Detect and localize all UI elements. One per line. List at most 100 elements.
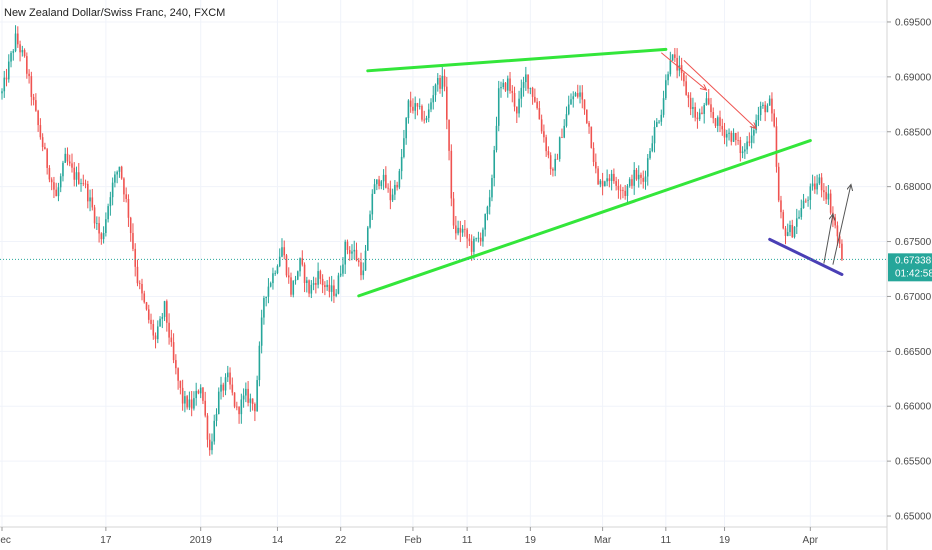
candle-body <box>423 119 426 121</box>
candle-body <box>111 182 114 198</box>
candle-body <box>89 197 91 202</box>
candle-body <box>82 183 85 184</box>
up-arrow-short[interactable] <box>823 214 833 264</box>
price-axis[interactable]: 0.69500 0.69000 0.68500 0.68000 0.67500 0.670… <box>887 17 932 523</box>
candle-body <box>12 51 15 53</box>
candle-body <box>658 121 660 123</box>
candle-body <box>455 225 457 234</box>
candle-body <box>509 78 511 91</box>
candle-body <box>66 153 69 162</box>
candle-body <box>714 118 717 126</box>
candle-body <box>333 285 335 296</box>
candle-body <box>317 271 319 285</box>
candle-body <box>378 179 380 187</box>
candle-body <box>798 216 800 219</box>
candle-body <box>599 180 602 185</box>
candle-body <box>464 228 466 230</box>
candle-body <box>502 82 505 87</box>
candle-body <box>75 172 78 180</box>
candle-body <box>640 174 642 178</box>
candle-body <box>242 395 245 400</box>
candle-body <box>373 184 376 194</box>
candle-body <box>814 183 816 190</box>
candle-body <box>136 266 139 284</box>
candle-body <box>339 273 342 276</box>
candle-body <box>251 398 254 404</box>
candle-body <box>712 112 715 119</box>
candle-body <box>488 197 491 207</box>
chart-title: New Zealand Dollar/Swiss Franc, 240, FXC… <box>4 7 225 19</box>
candle-body <box>811 183 814 187</box>
candle-body <box>116 171 118 175</box>
candle-body <box>554 158 556 171</box>
candle-body <box>644 176 647 182</box>
down-arrow-2[interactable] <box>683 60 756 128</box>
candle-body <box>107 206 109 220</box>
candle-body <box>513 92 516 107</box>
candle-body <box>39 125 42 138</box>
candle-body <box>820 177 823 191</box>
candles <box>1 25 843 456</box>
candle-body <box>197 390 200 394</box>
candle-body <box>818 177 821 184</box>
up-arrow-long[interactable] <box>832 184 851 265</box>
candle-body <box>405 118 407 139</box>
candle-body <box>757 115 760 121</box>
candle-body <box>265 296 267 299</box>
candle-body <box>245 388 247 396</box>
candle-body <box>400 156 403 172</box>
x-tick-label: 14 <box>272 535 284 546</box>
time-axis[interactable]: Dec 17 2019 14 22 Feb 11 19 Mar 11 19 Apr <box>0 527 819 546</box>
candle-body <box>660 114 663 122</box>
candle-body <box>692 107 694 109</box>
candle-body <box>41 137 44 148</box>
down-arrow-1[interactable] <box>660 52 706 90</box>
x-tick-label: 11 <box>462 535 473 546</box>
candle-body <box>653 126 656 144</box>
candle-body <box>96 223 98 224</box>
candle-body <box>403 138 405 157</box>
candle-body <box>398 171 401 188</box>
x-tick-label: 17 <box>100 535 112 546</box>
candle-body <box>570 99 572 105</box>
candle-body <box>493 150 496 179</box>
candle-body <box>168 322 170 338</box>
candle-body <box>633 169 636 186</box>
candle-body <box>351 251 353 254</box>
candle-body <box>195 390 197 399</box>
candle-body <box>592 147 595 162</box>
candle-body <box>683 72 685 82</box>
candle-body <box>771 98 773 114</box>
candle-body <box>762 104 764 106</box>
candle-body <box>446 86 448 120</box>
candle-body <box>583 99 586 110</box>
candle-body <box>791 224 794 238</box>
candle-body <box>14 33 17 52</box>
candle-body <box>360 262 362 276</box>
candle-body <box>328 284 331 292</box>
lower-channel-line[interactable] <box>357 139 812 298</box>
candle-body <box>710 104 712 113</box>
candle-body <box>685 81 687 95</box>
candle-body <box>545 137 547 152</box>
candle-body <box>795 218 798 227</box>
y-tick-label: 0.65000 <box>895 512 932 523</box>
candle-body <box>57 187 60 197</box>
candle-body <box>549 155 552 170</box>
candle-body <box>394 184 396 195</box>
candle-body <box>737 139 739 141</box>
candle-body <box>276 266 279 274</box>
candle-body <box>147 309 150 320</box>
candle-body <box>723 129 726 138</box>
candle-body <box>179 380 182 388</box>
candle-body <box>543 131 545 138</box>
candle-body <box>766 105 769 113</box>
candle-body <box>585 109 588 124</box>
support-line[interactable] <box>768 237 844 276</box>
candle-body <box>145 302 148 310</box>
upper-channel-line[interactable] <box>366 47 668 73</box>
candle-body <box>572 96 575 100</box>
drawings[interactable] <box>357 47 851 298</box>
candle-body <box>150 319 152 325</box>
